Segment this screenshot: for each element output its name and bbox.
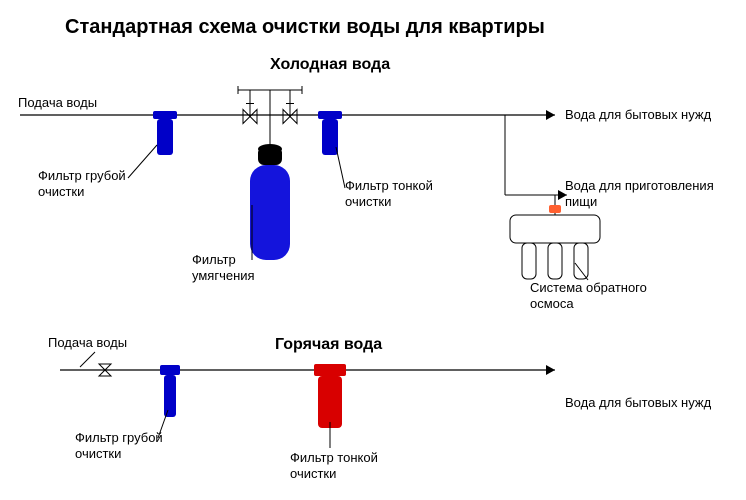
diagram-svg [0,0,746,500]
